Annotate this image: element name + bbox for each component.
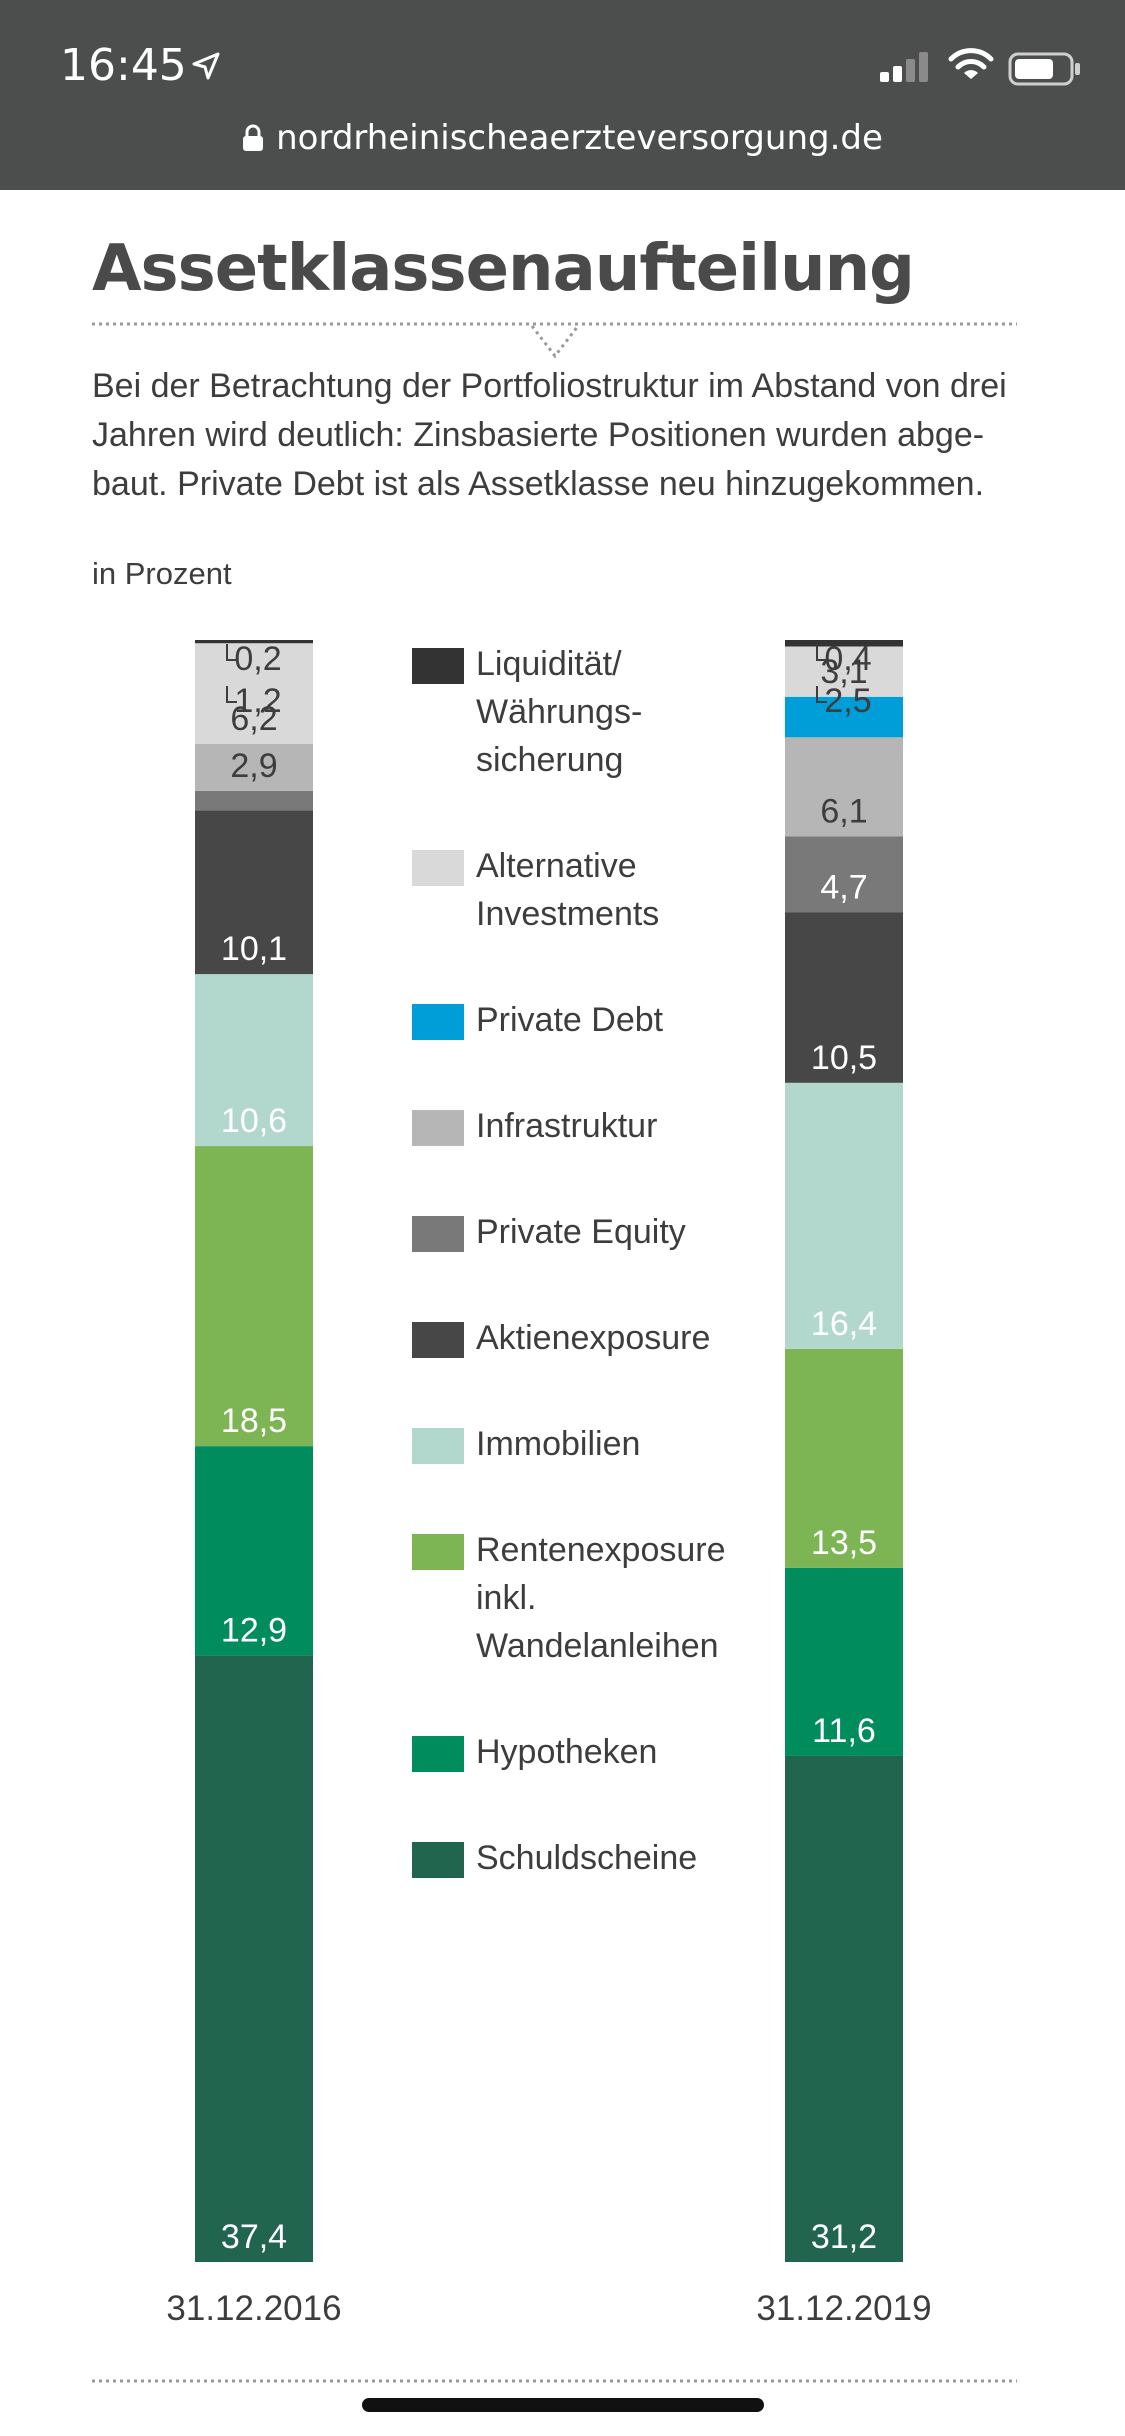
battery-icon bbox=[1008, 52, 1080, 86]
page-title: Assetklassenaufteilung bbox=[92, 232, 915, 306]
data-label: 6,1 bbox=[820, 792, 867, 830]
data-label: 10,6 bbox=[221, 1102, 287, 1140]
intro-line: Jahren wird deutlich: Zinsbasierte Posit… bbox=[92, 416, 985, 454]
address-bar[interactable]: nordrheinischeaerzteversorgung.de bbox=[0, 118, 1125, 158]
data-label: 2,9 bbox=[230, 747, 277, 785]
legend-swatch bbox=[412, 1534, 464, 1570]
data-label: 4,7 bbox=[820, 868, 867, 906]
stacked-bar-chart: 37,4 12,9 18,5 10,6 10,1 2,9 6,2 0,2 1,2 31.12.20… bbox=[166, 640, 932, 2328]
legend-label: Hypotheken bbox=[476, 1733, 658, 1771]
data-label: 13,5 bbox=[811, 1524, 877, 1562]
legend-swatch bbox=[412, 1736, 464, 1772]
legend-label: Infrastruktur bbox=[476, 1107, 658, 1145]
x-tick-label: 31.12.2016 bbox=[166, 2289, 341, 2328]
bar-segment bbox=[785, 646, 903, 697]
status-bar: 16:45 nordrheinischeaerzteversorgung.de bbox=[0, 0, 1125, 190]
bar-segment bbox=[785, 737, 903, 837]
bar-segment bbox=[785, 696, 903, 738]
data-label: 0,2 bbox=[234, 640, 281, 678]
legend-label: Alternative bbox=[476, 847, 637, 885]
data-label: 6,2 bbox=[230, 700, 277, 738]
legend-label: Private Equity bbox=[476, 1213, 686, 1251]
legend-swatch bbox=[412, 1842, 464, 1878]
legend-swatch bbox=[412, 850, 464, 886]
legend-label: Währungs- bbox=[476, 693, 643, 731]
home-indicator[interactable] bbox=[362, 2398, 764, 2412]
bar-segment bbox=[785, 1348, 903, 1568]
data-label: 37,4 bbox=[221, 2218, 287, 2256]
data-label: 11,6 bbox=[812, 1712, 876, 1750]
data-label: 3,1 bbox=[820, 653, 867, 691]
legend-label: Investments bbox=[476, 895, 660, 933]
legend-swatch bbox=[412, 1322, 464, 1358]
data-label: 2,5 bbox=[824, 682, 871, 720]
legend-label: Schuldscheine bbox=[476, 1839, 698, 1877]
bar-segment bbox=[195, 974, 313, 1147]
location-arrow-icon bbox=[192, 52, 220, 80]
cellular-signal-icon bbox=[880, 52, 928, 82]
bar-segment bbox=[195, 640, 313, 644]
legend-swatch bbox=[412, 1216, 464, 1252]
bar-segment bbox=[195, 1655, 313, 2262]
bar-segment bbox=[195, 790, 313, 811]
legend-swatch bbox=[412, 1428, 464, 1464]
bar-segment bbox=[195, 643, 313, 744]
bar-segment bbox=[195, 743, 313, 791]
bar-segment bbox=[785, 1082, 903, 1349]
data-label: 10,1 bbox=[221, 930, 287, 968]
intro-line: Bei der Betrachtung der Portfoliostruktu… bbox=[92, 367, 1007, 405]
leader-line bbox=[226, 686, 237, 703]
legend-label: Liquidität/ bbox=[476, 645, 622, 683]
bar-segment bbox=[785, 1567, 903, 1756]
bar-segment bbox=[785, 1755, 903, 2262]
lock-icon bbox=[243, 124, 264, 151]
bar-segment bbox=[785, 640, 903, 647]
legend-label: sicherung bbox=[476, 741, 624, 779]
data-label: 16,4 bbox=[811, 1305, 877, 1343]
data-label: 12,9 bbox=[221, 1611, 287, 1649]
legend-label: Aktienexposure bbox=[476, 1319, 711, 1357]
bottom-divider bbox=[92, 2379, 1017, 2383]
legend-label: inkl. bbox=[476, 1579, 537, 1617]
data-label: 0,4 bbox=[824, 640, 871, 678]
url-text: nordrheinischeaerzteversorgung.de bbox=[276, 118, 883, 158]
legend-label: Wandelanleihen bbox=[476, 1627, 719, 1665]
legend-label: Rentenexposure bbox=[476, 1531, 726, 1569]
leader-line bbox=[816, 644, 827, 661]
legend-swatch bbox=[412, 648, 464, 684]
leader-line bbox=[226, 644, 237, 661]
data-label: 10,5 bbox=[811, 1039, 877, 1077]
x-tick-label: 31.12.2019 bbox=[756, 2289, 931, 2328]
bar-segment bbox=[195, 1446, 313, 1656]
data-label: 31,2 bbox=[811, 2218, 877, 2256]
intro-text: Bei der Betrachtung der Portfoliostruktu… bbox=[92, 362, 1042, 509]
bar-segment bbox=[785, 912, 903, 1083]
leader-line bbox=[816, 686, 827, 703]
wifi-icon bbox=[948, 48, 994, 79]
title-divider bbox=[92, 322, 1017, 359]
legend-swatch bbox=[412, 1110, 464, 1146]
clock-time: 16:45 bbox=[60, 40, 187, 91]
unit-label: in Prozent bbox=[92, 556, 232, 591]
bar-segment bbox=[195, 810, 313, 975]
data-label: 1,2 bbox=[234, 682, 281, 720]
legend-label: Private Debt bbox=[476, 1001, 664, 1039]
bar-segment bbox=[785, 836, 903, 913]
bar-segment bbox=[195, 1146, 313, 1447]
legend-label: Immobilien bbox=[476, 1425, 641, 1463]
data-label: 18,5 bbox=[221, 1402, 287, 1440]
legend-swatch bbox=[412, 1004, 464, 1040]
intro-line: baut. Private Debt ist als Assetklasse n… bbox=[92, 465, 985, 503]
